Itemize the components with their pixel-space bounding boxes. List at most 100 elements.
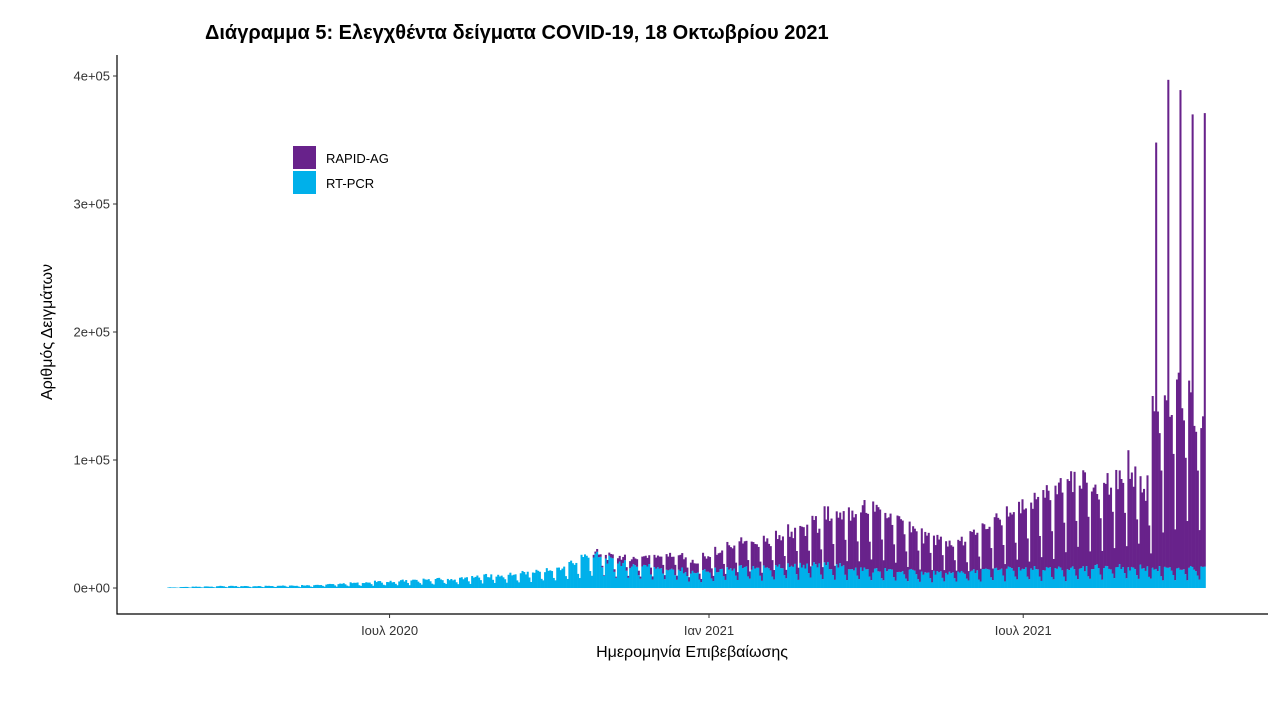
bar-rt-pcr (372, 586, 374, 588)
bar-rt-pcr (244, 586, 246, 588)
bar-rapid-ag (1044, 498, 1046, 571)
bar-rt-pcr (490, 574, 492, 588)
bar-rt-pcr (600, 557, 602, 588)
bar-rapid-ag (921, 528, 923, 571)
bar-rt-pcr (1025, 567, 1027, 588)
bar-rt-pcr (1127, 567, 1129, 588)
bar-rt-pcr (754, 568, 756, 588)
bar-rt-pcr (530, 582, 532, 588)
bar-rapid-ag (692, 560, 694, 571)
bar-rt-pcr (1093, 569, 1095, 588)
bar-rapid-ag (1002, 545, 1004, 575)
bar-rt-pcr (959, 573, 961, 588)
bar-rapid-ag (634, 558, 636, 565)
bar-rapid-ag (1091, 492, 1093, 570)
bar-rapid-ag (1157, 412, 1159, 572)
bar-rt-pcr (546, 568, 548, 588)
bar-rapid-ag (709, 557, 711, 573)
bar-rt-pcr (339, 584, 341, 588)
bar-rapid-ag (594, 552, 596, 554)
bar-rt-pcr (459, 578, 461, 588)
bar-rt-pcr (683, 573, 685, 588)
bar-rapid-ag (806, 525, 808, 564)
bar-rt-pcr (1131, 567, 1133, 588)
bar-rt-pcr (1157, 571, 1159, 588)
bar-rapid-ag (1176, 380, 1178, 569)
bar-rapid-ag (671, 557, 673, 569)
bar-rt-pcr (370, 584, 372, 588)
bar-rt-pcr (1136, 575, 1138, 588)
bar-rt-pcr (1021, 569, 1023, 588)
bar-rt-pcr (763, 565, 765, 588)
bar-rt-pcr (924, 572, 926, 588)
bar-rapid-ag (1056, 494, 1058, 569)
bar-rapid-ag (620, 560, 622, 566)
bar-rapid-ag (1018, 502, 1020, 567)
bar-rt-pcr (252, 586, 254, 588)
bar-rapid-ag (761, 573, 763, 581)
bar-rt-pcr (442, 580, 444, 588)
bar-rt-pcr (916, 574, 918, 588)
bar-rt-pcr (381, 583, 383, 588)
bar-rapid-ag (943, 570, 945, 581)
bar-rapid-ag (959, 541, 961, 573)
bar-rapid-ag (600, 554, 602, 557)
bar-rt-pcr (1117, 567, 1119, 588)
bar-rt-pcr (832, 575, 834, 588)
bar-rt-pcr (877, 571, 879, 588)
bar-rt-pcr (978, 579, 980, 588)
bar-rapid-ag (1004, 564, 1006, 581)
bar-rt-pcr (695, 573, 697, 588)
bar-rt-pcr (537, 571, 539, 588)
bar-rt-pcr (1042, 570, 1044, 588)
bar-rt-pcr (732, 571, 734, 588)
bar-rapid-ag (1093, 488, 1095, 570)
bar-rt-pcr (416, 580, 418, 588)
bar-rt-pcr (775, 565, 777, 588)
bar-rt-pcr (870, 580, 872, 588)
bar-rapid-ag (855, 514, 857, 568)
bar-rt-pcr (982, 569, 984, 588)
bar-rt-pcr (686, 576, 688, 588)
bar-rt-pcr (631, 567, 633, 588)
bar-rapid-ag (1197, 471, 1199, 576)
bar-rt-pcr (1153, 570, 1155, 588)
bar-rt-pcr (1202, 567, 1204, 588)
bar-rt-pcr (824, 562, 826, 588)
bar-rt-pcr (818, 563, 820, 588)
bar-rt-pcr (1044, 570, 1046, 588)
bar-rt-pcr (1176, 568, 1178, 588)
bar-rt-pcr (678, 570, 680, 588)
bar-rapid-ag (1188, 381, 1190, 568)
x-tick-label: Ιουλ 2021 (995, 623, 1052, 638)
bar-rt-pcr (956, 582, 958, 588)
bar-rt-pcr (605, 559, 607, 588)
bar-rt-pcr (626, 571, 628, 588)
bar-rt-pcr (603, 576, 605, 588)
bar-rt-pcr (1166, 568, 1168, 589)
bar-rt-pcr (638, 575, 640, 588)
bar-rapid-ag (995, 513, 997, 568)
bar-rapid-ag (1082, 470, 1084, 566)
bar-rt-pcr (324, 587, 326, 588)
chart-title: Διάγραμμα 5: Ελεγχθέντα δείγματα COVID-1… (205, 22, 829, 44)
legend-key-rapid-ag (293, 146, 316, 169)
bar-rapid-ag (1204, 113, 1206, 566)
bar-rt-pcr (265, 586, 267, 588)
bar-rt-pcr (1192, 567, 1194, 588)
bar-rapid-ag (1110, 488, 1112, 570)
bar-rapid-ag (723, 564, 725, 576)
bar-rt-pcr (938, 572, 940, 588)
bar-rt-pcr (798, 580, 800, 588)
bar-rt-pcr (709, 573, 711, 588)
bar-rt-pcr (942, 578, 944, 588)
bar-rt-pcr (388, 582, 390, 588)
bar-rt-pcr (1079, 569, 1081, 588)
bar-rt-pcr (771, 577, 773, 588)
bar-rt-pcr (660, 568, 662, 588)
bar-rt-pcr (872, 573, 874, 588)
bar-rt-pcr (249, 587, 251, 588)
bar-rt-pcr (737, 580, 739, 588)
bar-rt-pcr (313, 585, 315, 588)
